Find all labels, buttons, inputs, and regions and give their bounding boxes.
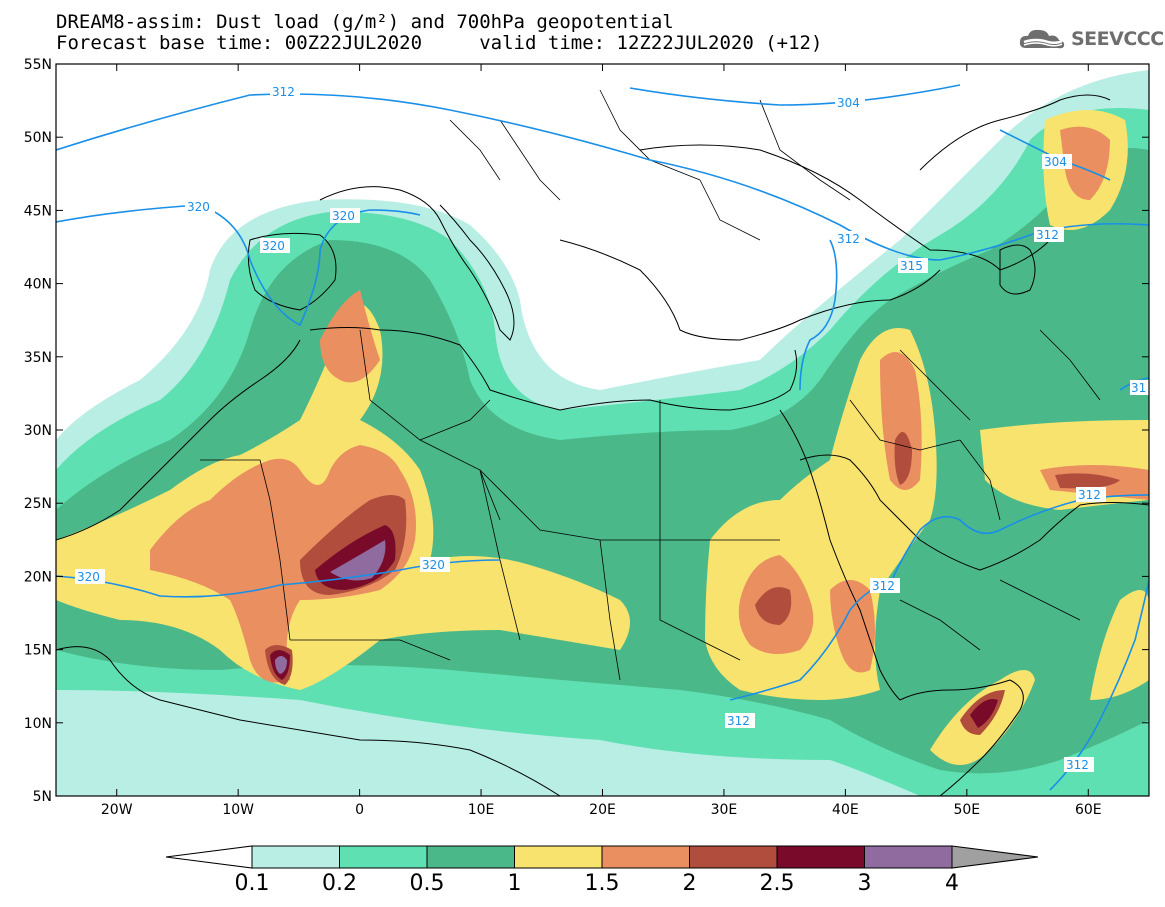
colorbar-segment bbox=[601, 845, 690, 869]
lon-tick-label: 40E bbox=[832, 802, 859, 818]
colorbar-level-label: 0.2 bbox=[322, 871, 357, 896]
lon-tick-label: 10E bbox=[468, 802, 495, 818]
logo-text: SEEVCCC bbox=[1071, 28, 1164, 50]
contour-label: 315 bbox=[900, 259, 923, 273]
colorbar-high-arrow bbox=[951, 845, 1039, 869]
dust-band-3 bbox=[330, 540, 386, 581]
contour-label: 320 bbox=[77, 570, 100, 584]
colorbar-segment bbox=[689, 845, 778, 869]
lon-tick-label: 0 bbox=[355, 802, 364, 818]
dust-band-1.5-caspian bbox=[1060, 126, 1110, 200]
contour-label: 304 bbox=[1044, 155, 1067, 169]
contour-label: 31 bbox=[1131, 381, 1146, 395]
contour-312-north bbox=[56, 93, 1149, 261]
coastlines bbox=[56, 94, 1149, 796]
dust-band-1.5-atlas bbox=[320, 290, 380, 383]
dust-band-2-gulf bbox=[1055, 473, 1120, 489]
lat-tick-label: 10N bbox=[24, 716, 52, 732]
colorbar-segment bbox=[776, 845, 865, 869]
axis-ticks: 5N 10N 15N 20N 25N 30N 35N 40N 45N 50N 55N 20W 10W 0 1… bbox=[24, 57, 1149, 818]
lat-tick-label: 45N bbox=[24, 203, 52, 219]
colorbar-segment bbox=[251, 845, 340, 869]
colorbar-level-label: 1.5 bbox=[585, 871, 620, 896]
contour-label: 320 bbox=[422, 558, 445, 572]
lat-tick-label: 5N bbox=[33, 789, 52, 805]
contour-label: 320 bbox=[332, 209, 355, 223]
dust-band-2-iraq bbox=[894, 432, 912, 485]
lon-tick-label: 20W bbox=[101, 802, 133, 818]
lon-tick-label: 20E bbox=[589, 802, 616, 818]
colorbar-segment bbox=[426, 845, 515, 869]
contour-label: 312 bbox=[1066, 758, 1089, 772]
seevccc-logo: SEEVCCC bbox=[1018, 26, 1164, 52]
contour-label: 320 bbox=[262, 239, 285, 253]
colorbar-segment bbox=[339, 845, 428, 869]
colorbar-level-label: 0.1 bbox=[235, 871, 270, 896]
forecast-times: Forecast base time: 00Z22JUL2020 valid t… bbox=[56, 32, 823, 54]
contour-312-redsea bbox=[729, 494, 1149, 701]
dust-band-2.5-somalia bbox=[970, 699, 998, 728]
colorbar-segment bbox=[864, 845, 953, 869]
lat-tick-label: 35N bbox=[24, 350, 52, 366]
contour-label: 320 bbox=[187, 200, 210, 214]
colorbar-segment bbox=[514, 845, 603, 869]
lat-tick-label: 25N bbox=[24, 496, 52, 512]
contour-labels: 312 304 320 320 320 312 304 312 315 31 3… bbox=[75, 84, 1149, 772]
lat-tick-label: 30N bbox=[24, 423, 52, 439]
contour-label: 312 bbox=[872, 579, 895, 593]
cloud-logo-icon bbox=[1019, 29, 1065, 49]
colorbar-level-label: 2 bbox=[683, 871, 697, 896]
dust-band-2-sudan bbox=[755, 587, 792, 625]
chart-title: DREAM8-assim: Dust load (g/m²) and 700hP… bbox=[56, 11, 674, 33]
map-area: 312 304 320 320 320 312 304 312 315 31 3… bbox=[56, 64, 1149, 796]
contour-304 bbox=[629, 84, 961, 106]
contour-label: 312 bbox=[1078, 488, 1101, 502]
contour-320-north bbox=[56, 204, 421, 327]
lon-tick-label: 50E bbox=[953, 802, 980, 818]
lat-tick-label: 40N bbox=[24, 277, 52, 293]
lon-tick-label: 10W bbox=[222, 802, 254, 818]
dust-band-1.5 bbox=[150, 445, 416, 683]
lat-tick-label: 50N bbox=[24, 130, 52, 146]
contour-312-med bbox=[799, 239, 838, 391]
contour-label: 304 bbox=[837, 96, 860, 110]
contour-label: 312 bbox=[1036, 228, 1059, 242]
lon-tick-label: 30E bbox=[711, 802, 738, 818]
lat-tick-label: 20N bbox=[24, 569, 52, 585]
dust-band-3-mali bbox=[275, 656, 287, 674]
lat-tick-label: 55N bbox=[24, 57, 52, 73]
colorbar: 0.1 0.2 0.5 1 1.5 2 2.5 3 4 bbox=[165, 845, 1039, 896]
country-borders bbox=[200, 89, 1101, 681]
lat-tick-label: 15N bbox=[24, 643, 52, 659]
dust-band-1.5-redsea bbox=[830, 580, 875, 673]
colorbar-level-label: 1 bbox=[508, 871, 522, 896]
colorbar-level-label: 3 bbox=[858, 871, 872, 896]
contour-label: 312 bbox=[837, 232, 860, 246]
contour-label: 312 bbox=[727, 714, 750, 728]
colorbar-low-arrow bbox=[165, 845, 253, 869]
dust-band-1-india bbox=[1090, 590, 1149, 700]
colorbar-level-label: 0.5 bbox=[410, 871, 445, 896]
lon-tick-label: 60E bbox=[1075, 802, 1102, 818]
colorbar-level-label: 2.5 bbox=[760, 871, 795, 896]
colorbar-level-label: 4 bbox=[945, 871, 959, 896]
contour-label: 312 bbox=[272, 85, 295, 99]
